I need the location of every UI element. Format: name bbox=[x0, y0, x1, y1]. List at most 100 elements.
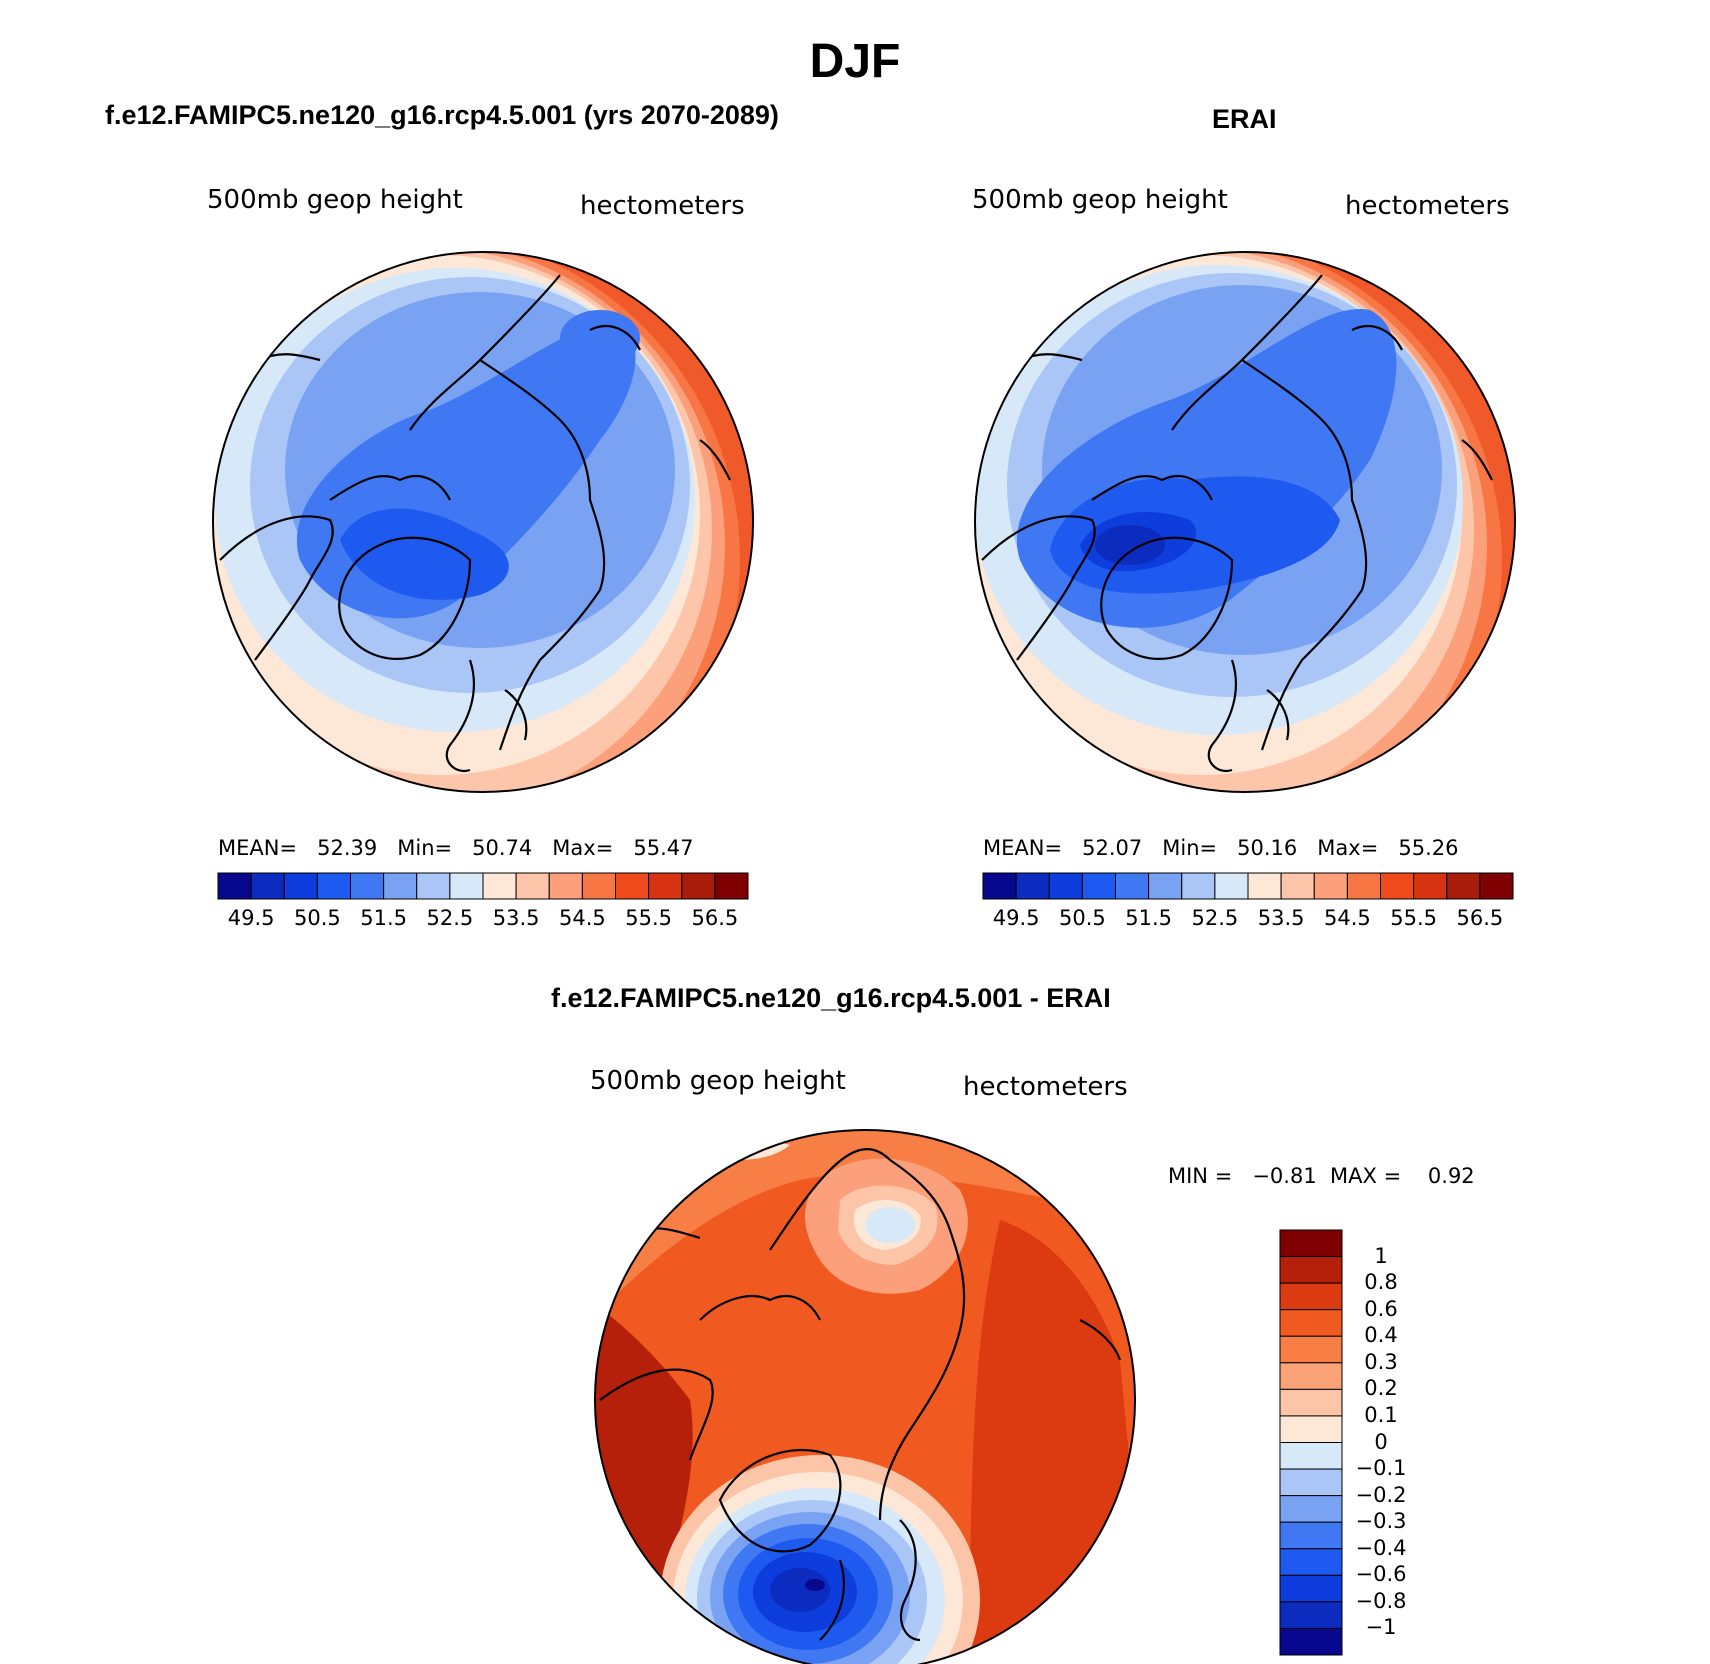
erai-colorbar-tick-label: 50.5 bbox=[1058, 906, 1106, 930]
model-colorbar-tick-label: 55.5 bbox=[625, 906, 672, 930]
diff-variable-label: 500mb geop height bbox=[590, 1066, 846, 1096]
model-colorbar-swatch bbox=[548, 872, 583, 900]
model-colorbar-tick-label: 53.5 bbox=[492, 906, 540, 930]
model-colorbar-tick-label: 51.5 bbox=[360, 906, 407, 930]
diff-colorbar-tick-label: −0.1 bbox=[1355, 1456, 1407, 1481]
model-colorbar-swatch bbox=[316, 872, 351, 900]
erai-colorbar-swatch bbox=[1380, 872, 1415, 900]
erai-max-label: Max= bbox=[1317, 836, 1379, 860]
diff-min-label: MIN = bbox=[1168, 1164, 1233, 1188]
model-colorbar-swatch bbox=[615, 872, 650, 900]
model-colorbar-swatch bbox=[283, 872, 318, 900]
model-max-label: Max= bbox=[552, 836, 614, 860]
model-colorbar-swatch bbox=[681, 872, 716, 900]
model-colorbar-swatch bbox=[714, 872, 749, 900]
diff-colorbar-swatch bbox=[1279, 1468, 1343, 1497]
diff-stats: MIN = −0.81 MAX = 0.92 bbox=[1168, 1164, 1475, 1188]
erai-colorbar-swatch bbox=[1446, 872, 1481, 900]
diff-colorbar-tick-label: 0.1 bbox=[1364, 1402, 1398, 1427]
model-colorbar-swatch bbox=[250, 872, 285, 900]
erai-colorbar-swatch bbox=[1346, 872, 1381, 900]
diff-colorbar-swatch bbox=[1279, 1362, 1343, 1390]
diff-colorbar-swatch bbox=[1279, 1548, 1343, 1576]
erai-colorbar-swatch bbox=[1115, 872, 1150, 900]
erai-units-label: hectometers bbox=[1345, 191, 1510, 221]
diff-colorbar-swatch bbox=[1279, 1601, 1343, 1629]
diff-max-label: MAX = bbox=[1330, 1164, 1402, 1188]
diff-colorbar-tick-label: 0.2 bbox=[1364, 1376, 1398, 1401]
erai-colorbar-swatch bbox=[1081, 872, 1116, 900]
diff-colorbar-swatch bbox=[1279, 1282, 1343, 1311]
erai-colorbar-swatch bbox=[1247, 872, 1282, 900]
erai-mean-value: 52.07 bbox=[1082, 836, 1143, 860]
diff-colorbar-swatch bbox=[1279, 1495, 1343, 1523]
erai-colorbar-tick-label: 54.5 bbox=[1323, 906, 1371, 930]
diff-colorbar-tick-label: −0.3 bbox=[1355, 1509, 1407, 1534]
erai-colorbar-swatch bbox=[1048, 872, 1083, 900]
erai-colorbar-tick-label: 55.5 bbox=[1390, 906, 1437, 930]
model-units-label: hectometers bbox=[580, 191, 745, 221]
model-map bbox=[212, 251, 754, 793]
diff-colorbar-swatch bbox=[1279, 1574, 1343, 1603]
erai-colorbar-tick-label: 49.5 bbox=[992, 906, 1040, 930]
diff-colorbar-swatch bbox=[1279, 1627, 1343, 1656]
erai-colorbar-tick-label: 53.5 bbox=[1257, 906, 1305, 930]
diff-map bbox=[594, 1129, 1136, 1664]
erai-min-value: 50.16 bbox=[1237, 836, 1298, 860]
model-mean-label: MEAN= bbox=[218, 836, 298, 860]
diff-colorbar-swatch bbox=[1279, 1335, 1343, 1364]
erai-colorbar-swatch bbox=[1148, 872, 1183, 900]
diff-colorbar-tick-label: 1 bbox=[1374, 1243, 1388, 1268]
model-max-value: 55.47 bbox=[633, 836, 694, 860]
erai-colorbar-swatch bbox=[1181, 872, 1216, 900]
model-min-label: Min= bbox=[397, 836, 453, 860]
erai-panel-title: ERAI bbox=[1212, 104, 1277, 134]
model-colorbar-swatch bbox=[515, 872, 550, 900]
erai-variable-label: 500mb geop height bbox=[972, 185, 1228, 215]
model-colorbar-tick-label: 52.5 bbox=[426, 906, 474, 930]
diff-units-label: hectometers bbox=[963, 1072, 1128, 1102]
diff-colorbar-tick-label: 0.3 bbox=[1364, 1349, 1398, 1374]
erai-map bbox=[974, 251, 1516, 793]
model-min-value: 50.74 bbox=[472, 836, 533, 860]
diff-colorbar-tick-label: 0 bbox=[1374, 1429, 1388, 1454]
erai-colorbar-swatch bbox=[1313, 872, 1348, 900]
model-mean-value: 52.39 bbox=[317, 836, 378, 860]
diff-colorbar-swatch bbox=[1279, 1309, 1343, 1337]
diff-colorbar-swatch bbox=[1279, 1521, 1343, 1550]
erai-colorbar-tick-label: 51.5 bbox=[1125, 906, 1172, 930]
diff-colorbar-tick-label: −0.8 bbox=[1355, 1588, 1407, 1613]
erai-colorbar-swatch bbox=[1214, 872, 1249, 900]
model-colorbar-swatch bbox=[217, 872, 252, 900]
model-colorbar-swatch bbox=[482, 872, 517, 900]
erai-colorbar-swatch bbox=[1479, 872, 1514, 900]
model-colorbar-swatch bbox=[449, 872, 484, 900]
model-colorbar-swatch bbox=[581, 872, 616, 900]
erai-colorbar-swatch bbox=[1280, 872, 1315, 900]
model-colorbar bbox=[217, 872, 749, 900]
diff-colorbar-tick-label: −0.2 bbox=[1355, 1482, 1407, 1507]
erai-colorbar-swatch bbox=[1015, 872, 1050, 900]
erai-max-value: 55.26 bbox=[1398, 836, 1459, 860]
diff-colorbar-tick-label: −1 bbox=[1365, 1615, 1397, 1640]
model-colorbar-tick-label: 50.5 bbox=[293, 906, 341, 930]
erai-colorbar-tick-label: 52.5 bbox=[1191, 906, 1239, 930]
model-variable-label: 500mb geop height bbox=[207, 185, 463, 215]
model-colorbar-swatch bbox=[383, 872, 418, 900]
erai-colorbar-swatch bbox=[982, 872, 1017, 900]
erai-min-label: Min= bbox=[1162, 836, 1218, 860]
diff-colorbar-tick-label: 0.8 bbox=[1364, 1270, 1398, 1295]
diff-colorbar-tick-label: 0.4 bbox=[1364, 1323, 1398, 1348]
diff-max-value: 0.92 bbox=[1427, 1164, 1475, 1188]
diff-colorbar-swatch bbox=[1279, 1229, 1343, 1258]
diff-colorbar-tick-label: −0.6 bbox=[1355, 1562, 1407, 1587]
model-colorbar-tick-label: 54.5 bbox=[558, 906, 606, 930]
diff-colorbar-swatch bbox=[1279, 1256, 1343, 1284]
erai-stats: MEAN= 52.07 Min= 50.16 Max= 55.26 bbox=[983, 836, 1458, 860]
model-colorbar-tick-label: 56.5 bbox=[691, 906, 739, 930]
model-panel-title: f.e12.FAMIPC5.ne120_g16.rcp4.5.001 (yrs … bbox=[105, 100, 779, 130]
diff-colorbar-tick-label: −0.4 bbox=[1355, 1535, 1407, 1560]
erai-colorbar bbox=[982, 872, 1514, 900]
model-stats: MEAN= 52.39 Min= 50.74 Max= 55.47 bbox=[218, 836, 693, 860]
